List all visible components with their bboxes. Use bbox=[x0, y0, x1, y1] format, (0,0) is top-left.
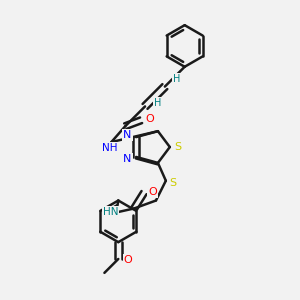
Text: N: N bbox=[123, 130, 131, 140]
Text: S: S bbox=[169, 178, 176, 188]
Text: N: N bbox=[123, 154, 131, 164]
Text: O: O bbox=[148, 187, 157, 196]
Text: NH: NH bbox=[102, 143, 117, 153]
Text: H: H bbox=[154, 98, 162, 108]
Text: O: O bbox=[146, 114, 154, 124]
Text: O: O bbox=[124, 255, 133, 265]
Text: S: S bbox=[174, 142, 181, 152]
Text: H: H bbox=[173, 74, 180, 84]
Text: HN: HN bbox=[103, 207, 118, 218]
